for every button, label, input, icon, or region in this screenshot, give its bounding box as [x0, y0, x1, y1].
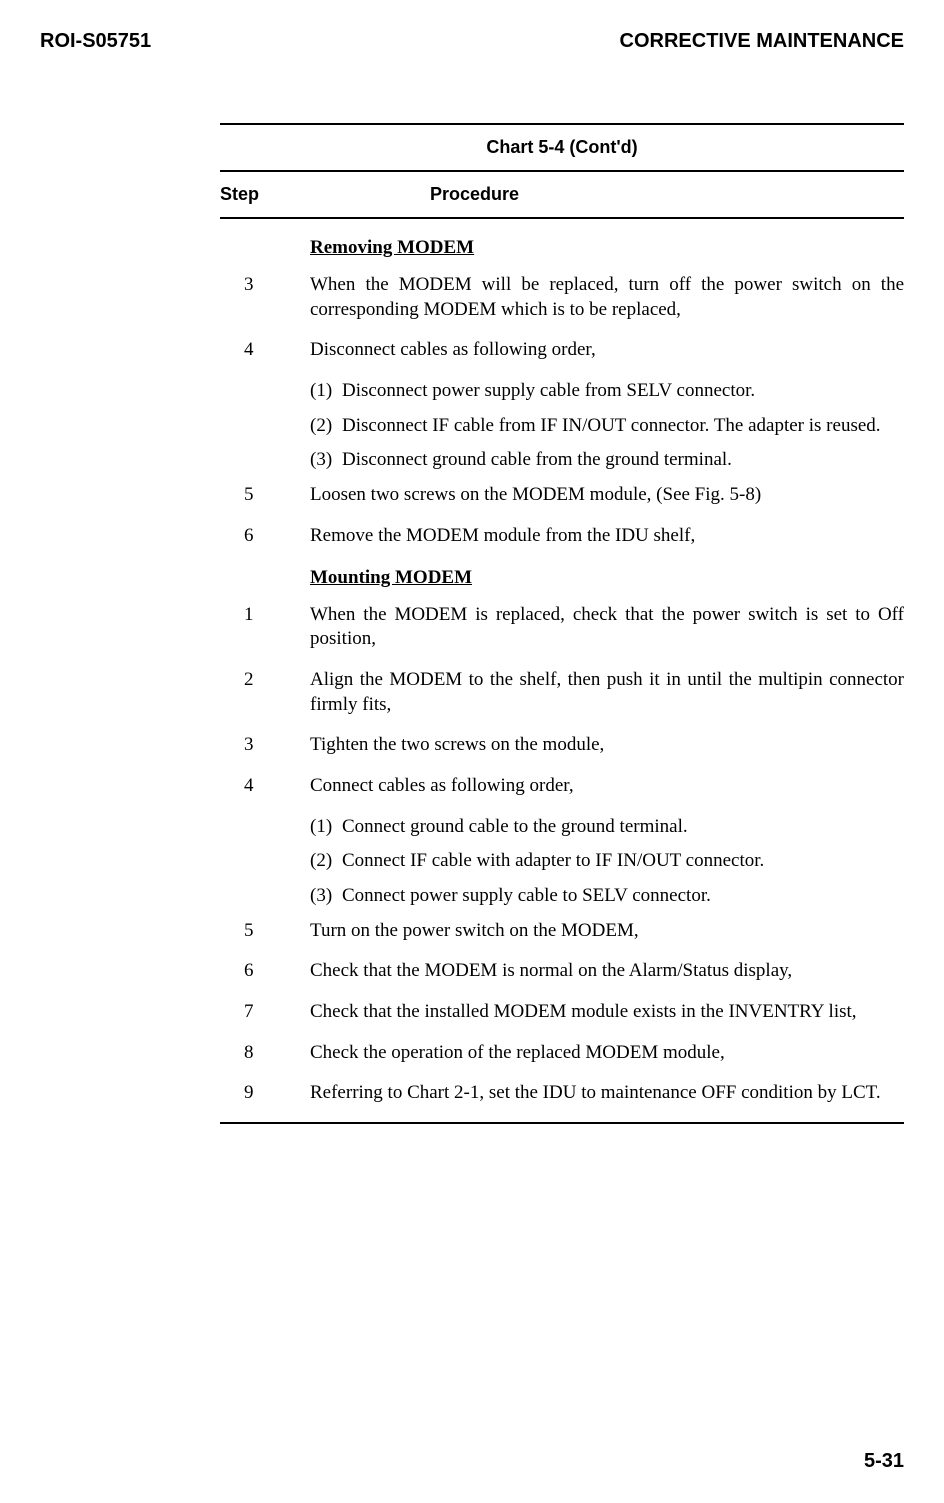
step-row: 2 Align the MODEM to the shelf, then pus…: [220, 668, 904, 717]
substep-number: (2): [310, 414, 342, 439]
substep-text: Disconnect IF cable from IF IN/OUT conne…: [342, 414, 904, 439]
step-number: 5: [220, 483, 310, 508]
steps-container: Removing MODEM 3 When the MODEM will be …: [220, 237, 904, 1106]
column-headers: Step Procedure: [220, 172, 904, 219]
col-step-header: Step: [220, 184, 310, 205]
step-number: 1: [220, 603, 310, 652]
step-number: 7: [220, 1000, 310, 1025]
page-number: 5-31: [864, 1450, 904, 1473]
step-text: Remove the MODEM module from the IDU she…: [310, 524, 904, 549]
step-number: 5: [220, 919, 310, 944]
page: ROI-S05751 CORRECTIVE MAINTENANCE Chart …: [0, 0, 944, 1503]
substep-row: (3) Connect power supply cable to SELV c…: [310, 884, 904, 909]
step-text: Check that the MODEM is normal on the Al…: [310, 959, 904, 984]
bottom-rule: [220, 1122, 904, 1124]
step-text: When the MODEM will be replaced, turn of…: [310, 273, 904, 322]
step-text: When the MODEM is replaced, check that t…: [310, 603, 904, 652]
content-block: Chart 5-4 (Cont'd) Step Procedure Removi…: [220, 123, 904, 1124]
substep-row: (2) Disconnect IF cable from IF IN/OUT c…: [310, 414, 904, 439]
substep-number: (1): [310, 815, 342, 840]
step-row: 9 Referring to Chart 2-1, set the IDU to…: [220, 1081, 904, 1106]
step-number: 3: [220, 273, 310, 322]
step-text: Align the MODEM to the shelf, then push …: [310, 668, 904, 717]
step-text: Tighten the two screws on the module,: [310, 733, 904, 758]
step-text: Loosen two screws on the MODEM module, (…: [310, 483, 904, 508]
step-row: 5 Loosen two screws on the MODEM module,…: [220, 483, 904, 508]
step-number: 2: [220, 668, 310, 717]
mounting-heading: Mounting MODEM: [310, 567, 904, 589]
step-number: 6: [220, 959, 310, 984]
substep-row: (3) Disconnect ground cable from the gro…: [310, 448, 904, 473]
step-number: 4: [220, 774, 310, 799]
substep-text: Disconnect power supply cable from SELV …: [342, 379, 904, 404]
page-header: ROI-S05751 CORRECTIVE MAINTENANCE: [40, 30, 904, 53]
step-number: 3: [220, 733, 310, 758]
step-text: Check that the installed MODEM module ex…: [310, 1000, 904, 1025]
step-text: Connect cables as following order,: [310, 774, 904, 799]
substep-row: (1) Connect ground cable to the ground t…: [310, 815, 904, 840]
substep-number: (1): [310, 379, 342, 404]
substep-text: Connect power supply cable to SELV conne…: [342, 884, 904, 909]
doc-id: ROI-S05751: [40, 30, 151, 53]
chart-title: Chart 5-4 (Cont'd): [220, 123, 904, 172]
removing-heading: Removing MODEM: [310, 237, 904, 259]
step-text: Disconnect cables as following order,: [310, 338, 904, 363]
substep-text: Connect IF cable with adapter to IF IN/O…: [342, 849, 904, 874]
step-row: 1 When the MODEM is replaced, check that…: [220, 603, 904, 652]
substep-text: Disconnect ground cable from the ground …: [342, 448, 904, 473]
step-row: 8 Check the operation of the replaced MO…: [220, 1041, 904, 1066]
step-text: Referring to Chart 2-1, set the IDU to m…: [310, 1081, 904, 1106]
step-number: 4: [220, 338, 310, 363]
col-procedure-header: Procedure: [310, 184, 904, 205]
substep-text: Connect ground cable to the ground termi…: [342, 815, 904, 840]
substep-row: (1) Disconnect power supply cable from S…: [310, 379, 904, 404]
step-row: 6 Check that the MODEM is normal on the …: [220, 959, 904, 984]
step-row: 4 Connect cables as following order,: [220, 774, 904, 799]
step-number: 8: [220, 1041, 310, 1066]
step-row: 3 When the MODEM will be replaced, turn …: [220, 273, 904, 322]
section-title: CORRECTIVE MAINTENANCE: [620, 30, 904, 53]
substep-number: (3): [310, 448, 342, 473]
step-row: 6 Remove the MODEM module from the IDU s…: [220, 524, 904, 549]
step-row: 7 Check that the installed MODEM module …: [220, 1000, 904, 1025]
step-row: 5 Turn on the power switch on the MODEM,: [220, 919, 904, 944]
step-row: 4 Disconnect cables as following order,: [220, 338, 904, 363]
substep-number: (2): [310, 849, 342, 874]
substep-number: (3): [310, 884, 342, 909]
step-text: Check the operation of the replaced MODE…: [310, 1041, 904, 1066]
step-row: 3 Tighten the two screws on the module,: [220, 733, 904, 758]
step-number: 6: [220, 524, 310, 549]
step-text: Turn on the power switch on the MODEM,: [310, 919, 904, 944]
step-number: 9: [220, 1081, 310, 1106]
substep-row: (2) Connect IF cable with adapter to IF …: [310, 849, 904, 874]
